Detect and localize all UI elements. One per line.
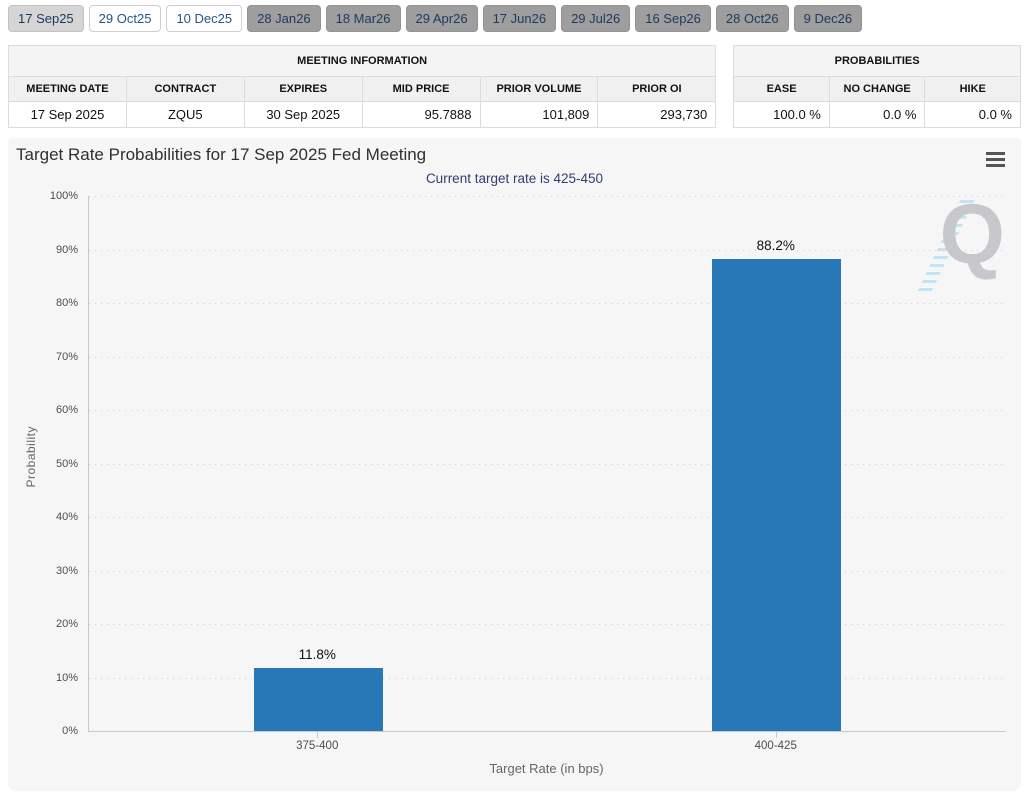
- y-tick-label-60: 60%: [55, 404, 78, 416]
- tab-28-jan26[interactable]: 28 Jan26: [247, 5, 321, 32]
- cell-mid-price: 95.7888: [361, 101, 481, 128]
- column-header-no-change: NO CHANGE: [828, 76, 926, 102]
- gridline-40: [89, 517, 1006, 518]
- tab-9-dec26[interactable]: 9 Dec26: [793, 5, 863, 32]
- table-row: 100.0 % 0.0 % 0.0 %: [733, 101, 1021, 128]
- cell-expires: 30 Sep 2025: [243, 101, 363, 128]
- target-rate-chart-panel: Target Rate Probabilities for 17 Sep 202…: [8, 138, 1021, 791]
- y-tick-label-90: 90%: [55, 243, 78, 256]
- info-tables: MEETING INFORMATION MEETING DATE CONTRACT E…: [7, 45, 1021, 128]
- hamburger-menu-icon[interactable]: [984, 147, 1007, 172]
- column-header-expires: EXPIRES: [243, 76, 363, 102]
- cell-prior-oi: 293,730: [597, 101, 717, 128]
- gridline-100: [89, 196, 1006, 197]
- y-tick-label-100: 100%: [49, 190, 78, 202]
- column-header-prior-oi: PRIOR OI: [597, 76, 717, 102]
- tab-17-sep25[interactable]: 17 Sep25: [8, 5, 84, 32]
- table-caption: PROBABILITIES: [733, 45, 1021, 77]
- y-tick-label-40: 40%: [55, 511, 78, 523]
- cell-no-change: 0.0 %: [828, 101, 926, 128]
- bar-value-label: 88.2%: [756, 238, 795, 254]
- chart-subtitle: Current target rate is 425-450: [425, 171, 604, 186]
- gridline-30: [89, 570, 1006, 572]
- tab-10-dec25[interactable]: 10 Dec25: [166, 5, 243, 32]
- column-header-mid-price: MID PRICE: [361, 76, 481, 102]
- meeting-date-tabbar: 17 Sep25 29 Oct25 10 Dec25 28 Jan26 18 Mar26…: [8, 5, 1021, 32]
- bar-400-425[interactable]: [712, 259, 842, 731]
- y-axis-title: Probability: [24, 425, 38, 488]
- x-axis-title: Target Rate (in bps): [489, 761, 604, 776]
- column-header-ease: EASE: [733, 76, 830, 102]
- gridline-70: [89, 356, 1006, 358]
- bar-value-label: 11.8%: [298, 646, 336, 662]
- column-header-meeting-date: MEETING DATE: [8, 76, 127, 102]
- y-tick-label-0: 0%: [62, 725, 78, 737]
- y-tick-label-80: 80%: [55, 297, 78, 309]
- x-tick-label-400-425: 400-425: [754, 740, 797, 752]
- y-tick-label-10: 10%: [55, 671, 78, 684]
- tab-29-oct25[interactable]: 29 Oct25: [88, 5, 162, 32]
- y-tick-label-30: 30%: [55, 564, 78, 577]
- column-header-prior-volume: PRIOR VOLUME: [479, 76, 599, 102]
- tab-18-mar26[interactable]: 18 Mar26: [325, 5, 401, 32]
- gridline-10: [89, 677, 1006, 679]
- tab-29-jul26[interactable]: 29 Jul26: [561, 5, 631, 32]
- x-tick-mark: [317, 732, 319, 738]
- tab-17-jun26[interactable]: 17 Jun26: [482, 5, 557, 32]
- chart-title: Target Rate Probabilities for 17 Sep 202…: [16, 145, 427, 164]
- table-row: 17 Sep 2025 ZQU5 30 Sep 2025 95.7888 101,809…: [8, 101, 717, 128]
- y-tick-label-70: 70%: [55, 350, 78, 363]
- tab-28-oct26[interactable]: 28 Oct26: [715, 5, 789, 32]
- x-tick-label-375-400: 375-400: [296, 740, 339, 752]
- y-tick-label-50: 50%: [55, 457, 78, 470]
- cell-meeting-date: 17 Sep 2025: [8, 101, 127, 128]
- gridline-20: [89, 624, 1006, 625]
- cell-contract: ZQU5: [125, 101, 245, 128]
- column-header-hike: HIKE: [924, 76, 1021, 102]
- tab-29-apr26[interactable]: 29 Apr26: [405, 5, 478, 32]
- cell-prior-volume: 101,809: [479, 101, 599, 128]
- y-tick-label-20: 20%: [55, 618, 78, 630]
- plot-area: [88, 196, 1006, 732]
- tab-16-sep26[interactable]: 16 Sep26: [635, 5, 711, 32]
- column-header-contract: CONTRACT: [125, 76, 245, 102]
- table-caption: MEETING INFORMATION: [7, 45, 717, 77]
- bar-375-400[interactable]: [253, 667, 383, 731]
- gridline-90: [89, 249, 1006, 251]
- x-tick-mark: [775, 732, 777, 738]
- gridline-60: [89, 410, 1006, 411]
- meeting-information-table: MEETING INFORMATION MEETING DATE CONTRACT E…: [7, 45, 717, 128]
- probabilities-table: PROBABILITIES EASE NO CHANGE HIKE 100.0 % 0.0…: [733, 45, 1021, 128]
- cell-ease: 100.0 %: [733, 101, 830, 128]
- cell-hike: 0.0 %: [924, 101, 1021, 128]
- gridline-80: [89, 303, 1006, 304]
- gridline-50: [89, 463, 1006, 465]
